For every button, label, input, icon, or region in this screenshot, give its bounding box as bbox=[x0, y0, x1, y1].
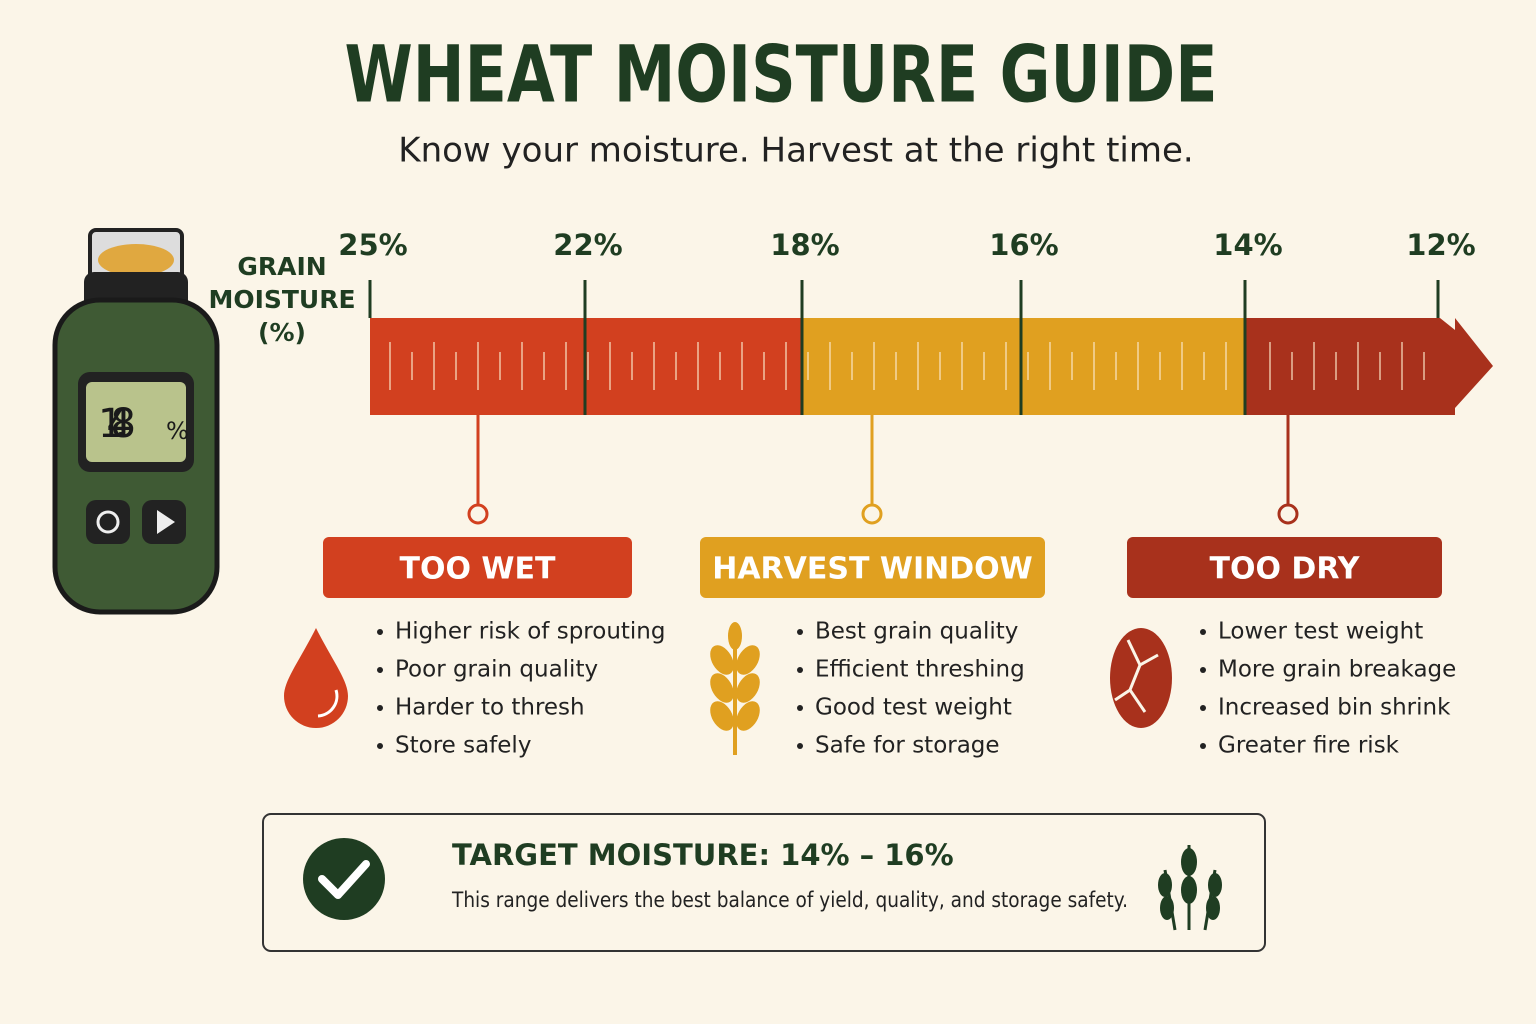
bullet bbox=[797, 629, 803, 635]
icons bbox=[284, 622, 1172, 755]
scale-tick-label: 12% bbox=[1406, 228, 1475, 262]
zone-item: Lower test weight bbox=[1218, 619, 1423, 645]
scale-tick-label: 14% bbox=[1213, 228, 1282, 262]
scale-label: GRAIN bbox=[237, 252, 326, 281]
zone-title: TOO WET bbox=[400, 552, 556, 587]
connectors bbox=[467, 415, 1299, 525]
zone-item: More grain breakage bbox=[1218, 657, 1456, 683]
scale-label: (%) bbox=[258, 318, 306, 347]
target-title: TARGET MOISTURE: 14% – 16% bbox=[452, 838, 954, 872]
zone-item: Good test weight bbox=[815, 695, 1012, 721]
bullet bbox=[797, 705, 803, 711]
bullet bbox=[1200, 705, 1206, 711]
bullet bbox=[377, 705, 383, 711]
scale-tick-label: 18% bbox=[770, 228, 839, 262]
zone-header bbox=[323, 537, 632, 598]
wheat-icon bbox=[1158, 845, 1222, 931]
zone-item: Store safely bbox=[395, 733, 531, 759]
zone-title: TOO DRY bbox=[1210, 552, 1361, 587]
scale-tick-label: 16% bbox=[989, 228, 1058, 262]
check-mark bbox=[318, 860, 370, 899]
zone-item: Harder to thresh bbox=[395, 695, 585, 721]
meter-reading: 14.8 bbox=[98, 401, 136, 447]
zone-item: Safe for storage bbox=[815, 733, 1000, 759]
bullet bbox=[1200, 743, 1206, 749]
check-icon bbox=[303, 838, 385, 920]
bullet bbox=[377, 667, 383, 673]
zone-item: Poor grain quality bbox=[395, 657, 598, 683]
scale-tick-label: 25% bbox=[338, 228, 407, 262]
zone-item: Higher risk of sprouting bbox=[395, 619, 666, 645]
bullet bbox=[377, 743, 383, 749]
subtitle: Know your moisture. Harvest at the right… bbox=[398, 131, 1193, 171]
meter-unit: % bbox=[166, 417, 189, 445]
bullet bbox=[797, 667, 803, 673]
scale-label: MOISTURE bbox=[208, 285, 355, 314]
target-text: This range delivers the best balance of … bbox=[451, 888, 1128, 912]
zone-item: Efficient threshing bbox=[815, 657, 1025, 683]
scale-tick-label: 22% bbox=[553, 228, 622, 262]
zone-item: Increased bin shrink bbox=[1218, 695, 1451, 721]
title: WHEAT MOISTURE GUIDE bbox=[345, 30, 1218, 120]
bullet bbox=[1200, 667, 1206, 673]
bullet bbox=[797, 743, 803, 749]
moisture-scale bbox=[370, 318, 1493, 415]
bullet bbox=[377, 629, 383, 635]
zone-header bbox=[1127, 537, 1442, 598]
bullet bbox=[1200, 629, 1206, 635]
zone-item: Greater fire risk bbox=[1218, 733, 1400, 759]
moisture-meter bbox=[52, 228, 220, 615]
zone-item: Best grain quality bbox=[815, 619, 1018, 645]
zone-title: HARVEST WINDOW bbox=[712, 552, 1033, 587]
target-box bbox=[262, 813, 1266, 952]
zone-header bbox=[700, 537, 1045, 598]
